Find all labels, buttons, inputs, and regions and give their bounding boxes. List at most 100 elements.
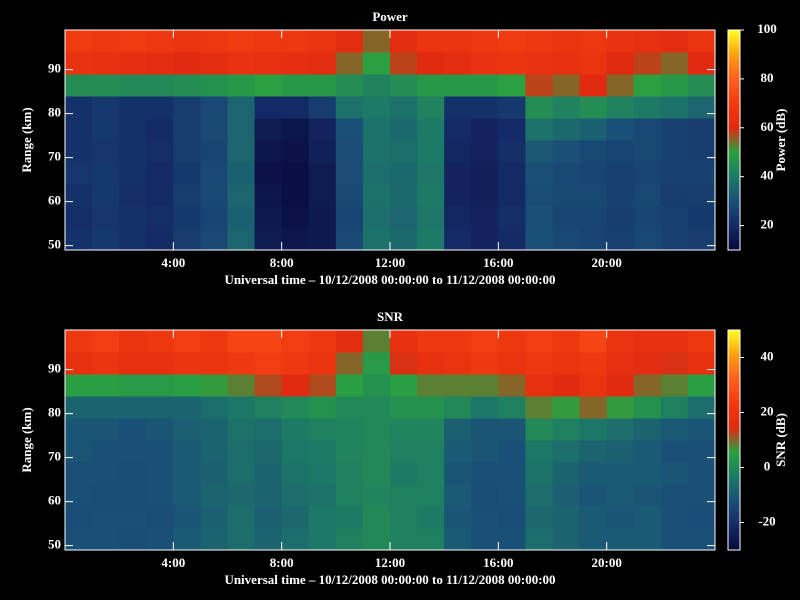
heatmap-cell [146,418,174,441]
heatmap-cell [606,484,635,507]
heatmap-cell [579,30,608,53]
heatmap-cell [92,440,120,463]
heatmap-cell [362,506,391,529]
heatmap-cell [552,118,581,141]
heatmap-cell [281,440,310,463]
heatmap-cell [362,440,391,463]
heatmap-cell [92,396,120,419]
heatmap-cell [633,74,662,97]
heatmap-cell [335,330,364,353]
heatmap-cell [146,352,174,375]
heatmap-cell [281,396,310,419]
heatmap-cell [281,74,310,97]
heatmap-cell [227,462,256,485]
heatmap-cell [281,484,310,507]
heatmap-cell [281,352,310,375]
heatmap-cell [687,462,716,485]
heatmap-cell [417,440,445,463]
x-tick-label: 8:00 [270,255,294,270]
heatmap-cell [471,118,499,141]
heatmap-cell [200,330,228,353]
heatmap-cell [417,528,445,551]
heatmap-cell [444,118,472,141]
heatmap-cell [552,206,581,229]
heatmap-cell [525,184,553,207]
heatmap-cell [254,228,283,251]
heatmap-cell [227,74,256,97]
heatmap-cell [525,484,553,507]
heatmap-cell [444,462,472,485]
y-tick-label: 50 [48,537,61,552]
heatmap-cell [444,374,472,397]
heatmap-cell [335,352,364,375]
heatmap-cell [444,74,472,97]
heatmap-cell [579,506,608,529]
heatmap-cell [173,162,201,185]
heatmap-cell [390,96,418,119]
colorbar-tick-label: -20 [758,513,775,528]
heatmap-cell [200,140,228,163]
heatmap-cell [227,184,256,207]
heatmap-cell [417,506,445,529]
heatmap-cell [65,374,93,397]
heatmap-cell [200,462,228,485]
heatmap-cell [146,52,174,75]
heatmap-cell [254,162,283,185]
heatmap-cell [390,206,418,229]
heatmap-cell [65,330,93,353]
heatmap-cell [200,184,228,207]
heatmap-cell [308,396,337,419]
heatmap-cell [146,30,174,53]
heatmap-cell [65,96,93,119]
x-tick-label: 4:00 [161,555,185,570]
heatmap-cell [444,528,472,551]
heatmap-cell [660,206,689,229]
heatmap-cell [200,118,228,141]
heatmap-cell [525,206,553,229]
heatmap-cell [65,528,93,551]
heatmap-cell [335,228,364,251]
heatmap-cell [498,162,526,185]
heatmap-cell [227,162,256,185]
heatmap-cell [498,184,526,207]
heatmap-cell [254,140,283,163]
heatmap-cell [660,30,689,53]
heatmap-cell [335,118,364,141]
heatmap-cell [281,30,310,53]
heatmap-cell [227,52,256,75]
heatmap-cell [173,330,201,353]
heatmap-cell [308,440,337,463]
heatmap-cell [525,440,553,463]
heatmap-cell [390,118,418,141]
heatmap-cell [146,96,174,119]
heatmap-cell [146,396,174,419]
heatmap-cell [254,206,283,229]
heatmap-cell [308,162,337,185]
heatmap-cell [471,228,499,251]
heatmap-cell [362,374,391,397]
heatmap-cell [444,506,472,529]
heatmap-cell [390,418,418,441]
heatmap-cell [579,206,608,229]
heatmap-cell [173,484,201,507]
heatmap-cell [335,96,364,119]
heatmap-cell [417,74,445,97]
heatmap-cell [308,228,337,251]
heatmap-cell [687,206,716,229]
heatmap-cell [579,462,608,485]
heatmap-cell [173,206,201,229]
heatmap-cell [552,162,581,185]
heatmap-cell [687,30,716,53]
heatmap-cell [146,484,174,507]
heatmap-cell [687,96,716,119]
heatmap-cell [281,506,310,529]
heatmap-cell [660,184,689,207]
heatmap-cell [254,118,283,141]
y-tick-label: 90 [48,361,61,376]
x-tick-label: 16:00 [483,255,513,270]
heatmap-cell [444,162,472,185]
heatmap-cell [65,228,93,251]
heatmap-cell [362,396,391,419]
heatmap-cell [254,484,283,507]
heatmap-cell [606,418,635,441]
